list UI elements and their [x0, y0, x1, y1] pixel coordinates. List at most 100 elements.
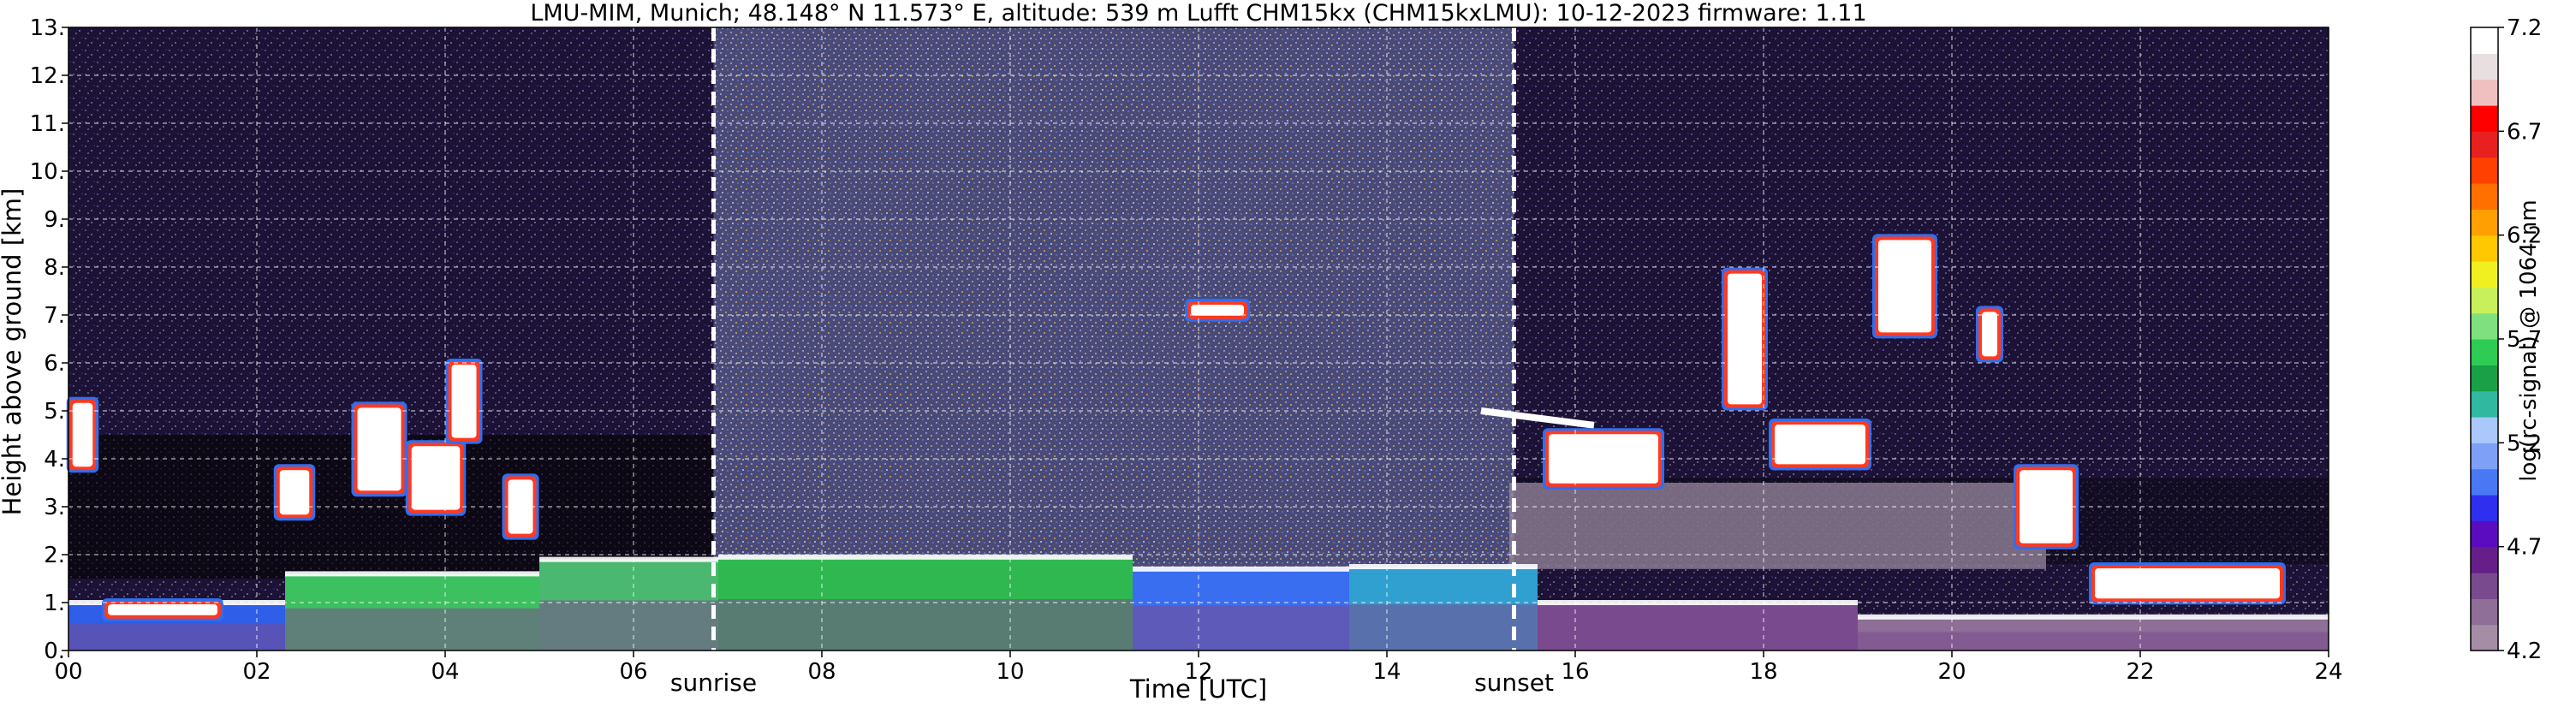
y-tick-label: 8.	[44, 255, 65, 281]
colorbar-segment	[2471, 235, 2498, 262]
y-tick-label: 13.	[30, 15, 65, 41]
x-tick-label: 08	[807, 659, 836, 685]
y-tick-label: 2.	[44, 543, 65, 568]
colorbar-segment	[2471, 520, 2498, 548]
cloud-patch	[102, 598, 223, 621]
x-axis-ticks: 00 02 04 06 08 10 12 14 16 18 20 22 24	[54, 651, 2343, 685]
x-tick-label: 00	[54, 659, 82, 685]
colorbar-tick-label: 6.7	[2507, 119, 2542, 145]
colorbar-segment	[2471, 598, 2498, 626]
colorbar-segment	[2471, 390, 2498, 418]
boundary-layer-top	[718, 554, 1133, 560]
y-axis-ticks: 0. 1. 2. 3. 4. 5. 6. 7. 8. 9. 10. 11. 12. 13.	[30, 15, 68, 664]
day-background	[713, 27, 1514, 651]
surface-layer-block	[1538, 624, 1858, 651]
sunrise-label: sunrise	[670, 668, 757, 697]
x-axis-label: Time [UTC]	[1129, 674, 1267, 704]
colorbar-segment	[2471, 287, 2498, 314]
x-tick-label: 22	[2126, 659, 2154, 685]
colorbar-segment	[2471, 339, 2498, 365]
boundary-layer-top	[539, 556, 718, 562]
colorbar-segment	[2471, 468, 2498, 496]
y-tick-label: 3.	[44, 495, 65, 520]
cloud-patch	[273, 464, 316, 521]
cloud-patch	[1769, 419, 1871, 471]
surface-layer-block	[718, 598, 1133, 651]
colorbar-segment	[2471, 79, 2498, 106]
y-tick-label: 10.	[30, 159, 65, 185]
y-tick-label: 1.	[44, 591, 65, 616]
cloud-core	[451, 365, 477, 438]
y-axis-label: Height above ground [km]	[0, 188, 27, 516]
colorbar-tick-label: 6.2	[2507, 223, 2542, 249]
surface-layer-block	[68, 624, 285, 651]
cloud-core	[279, 470, 310, 515]
cloud-core	[72, 402, 93, 467]
sunset-label: sunset	[1474, 668, 1554, 697]
colorbar-tick-label: 4.2	[2507, 639, 2542, 664]
residual-layer-block	[1509, 483, 2046, 569]
y-tick-label: 5.	[44, 399, 65, 425]
cloud-core	[2095, 568, 2280, 599]
surface-layer-block	[539, 600, 718, 651]
colorbar-label: log(rc-signal) @ 1064 nm	[2516, 199, 2542, 481]
sun-event-lines	[711, 27, 1516, 651]
colorbar-segment	[2471, 105, 2498, 132]
boundary-layer-top	[285, 571, 539, 577]
cloud-core	[1728, 273, 1762, 405]
cloud-patch	[1872, 234, 1937, 339]
colorbar-tick-label: 5.7	[2507, 327, 2542, 353]
cloud-patch	[2089, 562, 2286, 605]
colorbar-segment	[2471, 365, 2498, 392]
colorbar-segment	[2471, 209, 2498, 236]
colorbar-segment	[2471, 183, 2498, 210]
y-tick-label: 6.	[44, 351, 65, 377]
x-tick-label: 18	[1749, 659, 1777, 685]
cloud-core	[411, 446, 461, 510]
colorbar-segment	[2471, 131, 2498, 158]
boundary-layer-top	[1858, 614, 2329, 620]
y-tick-label: 12.	[30, 63, 65, 89]
sun-event-labels: sunrise sunset	[670, 668, 1554, 697]
signal-layers	[66, 234, 2329, 651]
x-tick-label: 20	[1937, 659, 1966, 685]
x-tick-label: 14	[1372, 659, 1401, 685]
x-tick-label: 16	[1561, 659, 1589, 685]
cloud-patch	[445, 359, 483, 444]
cloud-core	[108, 604, 217, 615]
surface-layer-block	[1858, 632, 2329, 651]
chart-title: LMU-MIM, Munich; 48.148° N 11.573° E, al…	[530, 0, 1866, 27]
y-tick-label: 0.	[44, 639, 65, 664]
colorbar-segment	[2471, 53, 2498, 80]
surface-layer-block	[285, 608, 539, 651]
cloud-core	[1191, 305, 1244, 316]
colorbar-segment	[2471, 417, 2498, 443]
cloud-patch	[1722, 267, 1768, 411]
colorbar-tick-label: 4.7	[2507, 535, 2542, 561]
cloud-patch	[1185, 299, 1250, 322]
colorbar-segment	[2471, 443, 2498, 470]
cloud-core	[1982, 312, 1997, 357]
colorbar-tick-label: 5.2	[2507, 431, 2542, 456]
boundary-layer-top	[1133, 566, 1349, 572]
surface-layer-block	[1133, 605, 1349, 651]
y-tick-label: 11.	[30, 111, 65, 137]
cloud-core	[1878, 240, 1931, 333]
cloud-patch	[1976, 306, 2003, 363]
cloud-core	[357, 407, 402, 491]
y-tick-label: 9.	[44, 207, 65, 233]
x-tick-label: 24	[2314, 659, 2342, 685]
colorbar-segment	[2471, 312, 2498, 340]
cloud-core	[1775, 425, 1865, 465]
x-tick-label: 10	[996, 659, 1024, 685]
cloud-core	[508, 479, 533, 534]
colorbar	[2470, 27, 2499, 651]
colorbar-segment	[2471, 495, 2498, 521]
x-tick-label: 04	[431, 659, 459, 685]
cloud-patch	[351, 401, 408, 497]
colorbar-tick-label: 7.2	[2507, 15, 2542, 41]
colorbar-segment	[2471, 27, 2498, 54]
colorbar-segment	[2471, 624, 2498, 651]
colorbar-ticks: 7.2 6.7 6.2 5.7 5.2 4.7 4.2	[2498, 15, 2542, 664]
